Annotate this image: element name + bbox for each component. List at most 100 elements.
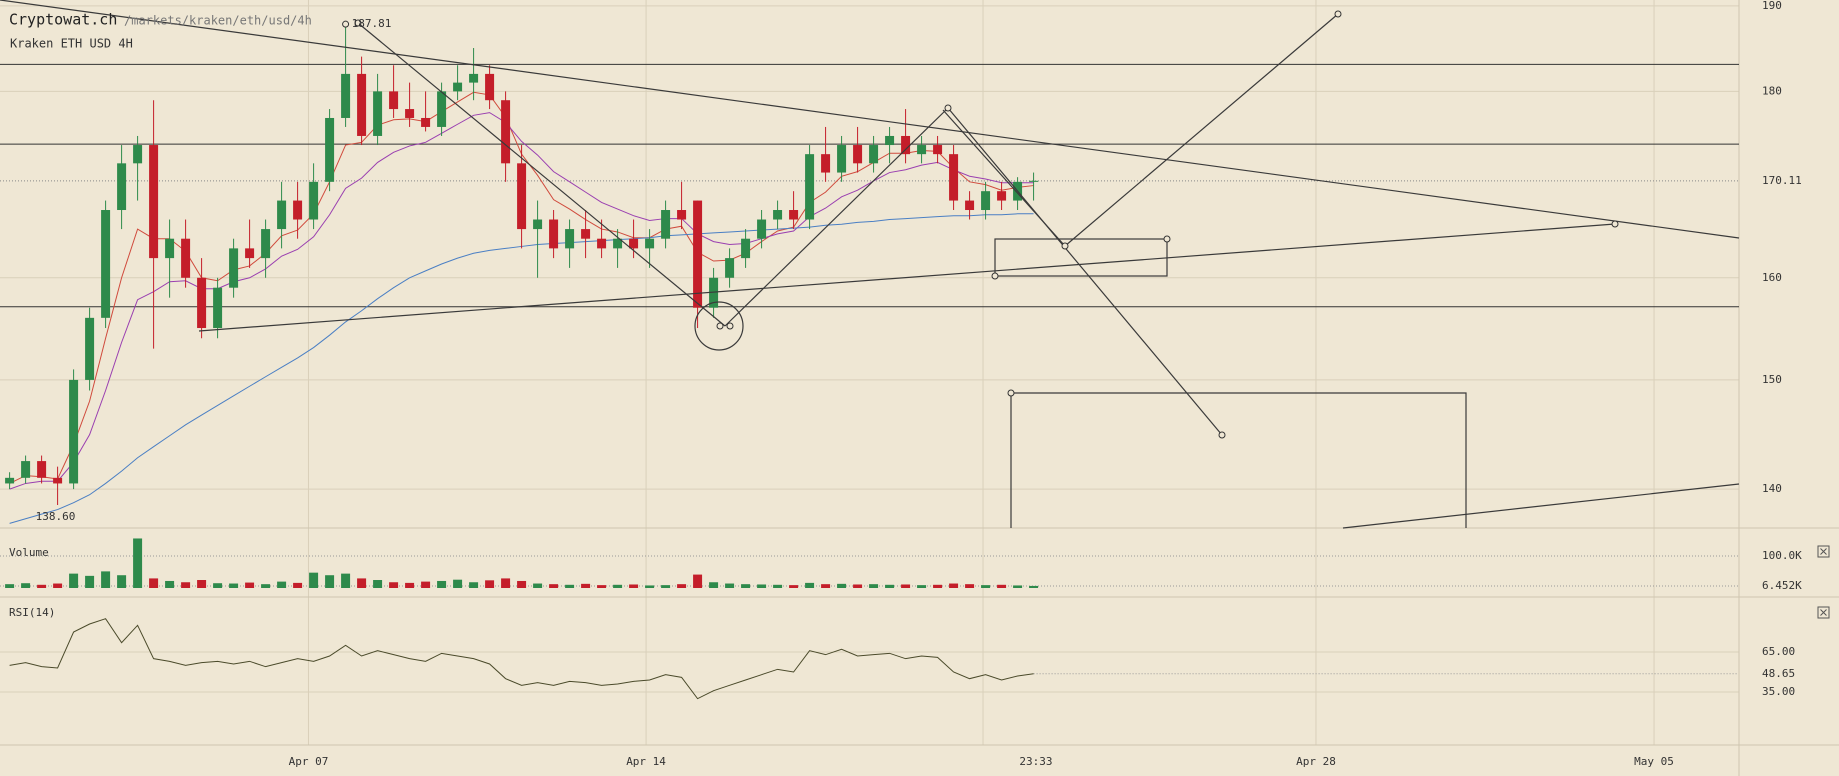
candle-body <box>277 200 287 230</box>
rsi-tick-label: 35.00 <box>1762 685 1795 698</box>
volume-bar <box>917 585 927 588</box>
candle-body <box>37 461 47 478</box>
candle-body <box>933 145 943 155</box>
volume-bar <box>453 579 463 588</box>
candle-body <box>821 154 831 173</box>
x-tick-label: Apr 07 <box>289 755 329 768</box>
volume-bar <box>85 575 95 588</box>
volume-bar <box>325 575 335 588</box>
candle-body <box>501 100 511 164</box>
rsi-line <box>9 618 1034 700</box>
candle-body <box>421 117 431 127</box>
close-button[interactable] <box>1817 606 1830 619</box>
trendline <box>1064 13 1339 247</box>
volume-bar <box>133 538 143 588</box>
label-layer: Apr 07 Apr 14 Apr 28 May 05 23:33 140 150 160 18… <box>36 0 1803 768</box>
candle-body <box>741 238 751 259</box>
candle-body <box>405 109 415 118</box>
volume-bar <box>805 582 815 588</box>
y-tick-label: 160 <box>1762 271 1782 284</box>
candle-body <box>693 200 703 308</box>
rectangle-drawing <box>994 238 1168 277</box>
low-label: 138.60 <box>36 510 76 523</box>
circle-drawing <box>694 301 744 351</box>
candle-body <box>453 82 463 92</box>
now-label: 23:33 <box>1019 755 1052 768</box>
volume-bar <box>725 583 735 588</box>
candle-body <box>997 191 1007 201</box>
volume-bar <box>853 584 863 588</box>
candle-body <box>309 181 319 220</box>
volume-bar <box>565 584 575 588</box>
volume-bar <box>5 584 15 588</box>
handle <box>1611 220 1619 228</box>
candle-body <box>981 191 991 211</box>
candle-body <box>469 73 479 83</box>
candle-body <box>373 91 383 136</box>
volume-bar <box>261 584 271 588</box>
market-label: Kraken ETH USD 4H <box>10 37 133 51</box>
candle-body <box>197 277 207 329</box>
high-label: 187.81 <box>352 17 392 30</box>
volume-bar <box>69 573 79 588</box>
candle-body <box>21 461 31 478</box>
candle-body <box>1029 180 1039 182</box>
trendline <box>0 0 1740 239</box>
volume-bar <box>37 584 47 588</box>
trendline <box>947 107 1223 436</box>
volume-bar <box>549 584 559 588</box>
candle-body <box>485 73 495 101</box>
candle-body <box>629 238 639 249</box>
volume-bar <box>197 580 207 588</box>
close-rsi[interactable] <box>1817 606 1830 619</box>
grid-layer <box>0 0 1739 745</box>
handle <box>991 272 999 280</box>
volume-tick-label: 6.452K <box>1762 579 1802 592</box>
x-tick-label: May 05 <box>1634 755 1674 768</box>
volume-bar <box>837 583 847 588</box>
candle-body <box>325 117 335 182</box>
rsi-tick-label: 65.00 <box>1762 645 1795 658</box>
volume-bar <box>293 582 303 588</box>
candle-layer <box>5 24 1039 588</box>
close-button[interactable] <box>1817 545 1830 558</box>
volume-bar <box>885 584 895 588</box>
volume-bar <box>229 583 239 588</box>
volume-bar <box>613 584 623 588</box>
candle-body <box>133 145 143 164</box>
candle-body <box>549 219 559 249</box>
candle-body <box>293 200 303 220</box>
volume-tick-label: 100.0K <box>1762 549 1802 562</box>
close-volume[interactable] <box>1817 545 1830 558</box>
volume-bar <box>389 582 399 588</box>
candle-body <box>357 73 367 136</box>
volume-bar <box>933 584 943 588</box>
candle-body <box>341 73 351 118</box>
candle-body <box>613 238 623 249</box>
volume-bar <box>901 584 911 588</box>
volume-bar <box>757 584 767 588</box>
handle <box>944 104 952 112</box>
volume-bar <box>469 582 479 588</box>
volume-bar <box>949 583 959 588</box>
volume-bar <box>53 583 63 588</box>
volume-bar <box>677 584 687 588</box>
volume-bar <box>357 578 367 588</box>
volume-bar <box>709 582 719 588</box>
volume-bar <box>645 585 655 588</box>
trendline <box>357 22 726 327</box>
volume-bar <box>181 582 191 588</box>
close-icon <box>1820 609 1827 616</box>
volume-bar <box>661 585 671 588</box>
handle <box>1007 389 1015 397</box>
volume-bar <box>277 581 287 588</box>
candle-body <box>437 91 447 127</box>
candle-body <box>837 145 847 173</box>
trendline <box>198 223 1616 332</box>
candle-body <box>181 238 191 278</box>
candle-body <box>709 277 719 308</box>
trendline <box>1342 483 1740 529</box>
y-tick-label: 150 <box>1762 373 1782 386</box>
close-icon <box>1820 548 1827 555</box>
